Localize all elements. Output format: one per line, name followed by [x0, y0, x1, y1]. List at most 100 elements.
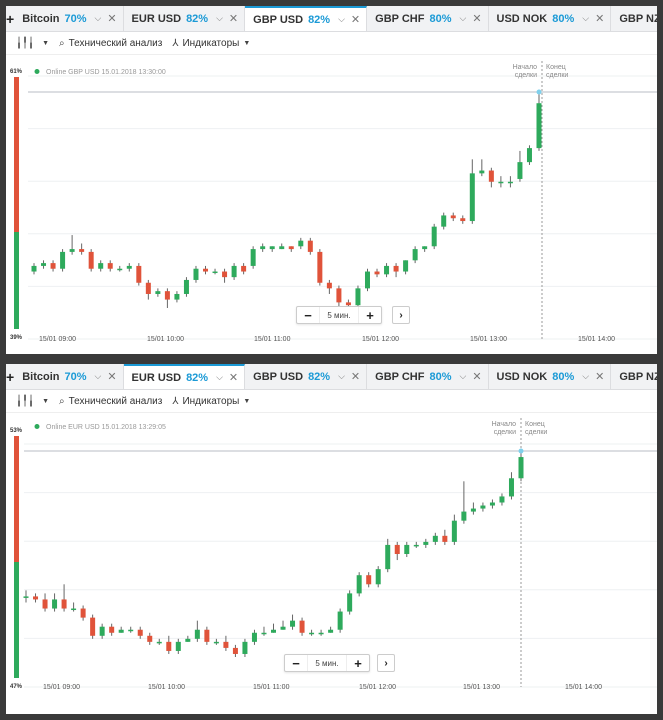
indicators-button[interactable]: ⅄ Индикаторы ▼	[172, 38, 250, 49]
candle	[279, 243, 285, 250]
candle	[164, 288, 170, 308]
candle	[147, 632, 153, 645]
scroll-right-button[interactable]: ›	[392, 306, 410, 324]
candle	[61, 584, 67, 612]
chart-panel-eurusd: + Bitcoin 70% ⌵ ✕ EUR USD 82% ⌵ ✕ GBP USD 82% ⌵ ✕ GB…	[6, 364, 657, 714]
technical-analysis-label: Технический анализ	[68, 38, 163, 49]
close-icon[interactable]: ✕	[350, 14, 361, 26]
chevron-down-icon[interactable]: ⌵	[216, 13, 223, 23]
candle	[375, 566, 381, 588]
candle	[50, 260, 56, 272]
close-icon[interactable]: ✕	[228, 13, 239, 25]
indicators-button[interactable]: ⅄ Индикаторы ▼	[172, 396, 250, 407]
candle	[507, 176, 513, 188]
asset-tab-payout: 80%	[429, 12, 452, 25]
technical-analysis-button[interactable]: ⌕ Технический анализ	[59, 396, 162, 407]
candle	[413, 541, 419, 548]
deal-end-label: Конец сделки	[525, 421, 547, 436]
chart-panel-gbpusd: + Bitcoin 70% ⌵ ✕ EUR USD 82% ⌵ ✕ GBP USD 82% ⌵ ✕ GB…	[6, 6, 657, 354]
candle	[212, 268, 218, 275]
candle	[231, 263, 237, 280]
chevron-down-icon[interactable]: ⌵	[338, 14, 345, 24]
asset-tab[interactable]: Bitcoin 70% ⌵ ✕	[14, 364, 124, 389]
candle	[23, 590, 29, 603]
caret-down-icon: ▼	[243, 40, 251, 47]
chevron-down-icon[interactable]: ⌵	[582, 13, 590, 23]
zoom-in-button[interactable]: +	[354, 655, 362, 671]
add-tab-button[interactable]: +	[6, 368, 15, 385]
close-icon[interactable]: ✕	[472, 371, 482, 383]
add-tab-button[interactable]: +	[6, 10, 15, 27]
asset-tab[interactable]: GBP CHF 80% ⌵ ✕	[367, 364, 489, 389]
candle	[366, 572, 372, 588]
zoom-in-button[interactable]: +	[366, 307, 374, 323]
close-icon[interactable]: ✕	[472, 13, 482, 25]
close-icon[interactable]: ✕	[228, 372, 239, 384]
zoom-out-button[interactable]: −	[292, 655, 300, 671]
close-icon[interactable]: ✕	[595, 13, 605, 25]
zoom-out-button[interactable]: −	[304, 307, 312, 323]
candle	[174, 291, 180, 303]
candle	[136, 263, 142, 286]
candle	[250, 246, 256, 269]
asset-tab[interactable]: USD NOK 80% ⌵ ✕	[489, 6, 612, 31]
price-chart[interactable]: 61% 39% Online GBP USD 15.01.2018 13:30:00…	[6, 56, 657, 354]
close-icon[interactable]: ✕	[107, 371, 117, 383]
candle	[480, 502, 486, 512]
chevron-down-icon[interactable]: ⌵	[338, 371, 345, 381]
asset-tab[interactable]: USD NOK 80% ⌵ ✕	[489, 364, 612, 389]
x-tick-label: 15/01 12:00	[362, 336, 399, 343]
chevron-down-icon[interactable]: ⌵	[459, 371, 467, 381]
indicator-icon: ⅄	[172, 396, 179, 407]
candle	[41, 260, 47, 269]
online-status-label: Online EUR USD 15.01.2018 13:29:05	[46, 424, 166, 431]
chevron-down-icon[interactable]: ⌵	[94, 13, 102, 23]
asset-tab[interactable]: GBP CHF 80% ⌵ ✕	[367, 6, 489, 31]
chart-type-button[interactable]: ╽╿╽ ▼	[16, 38, 49, 49]
candle	[317, 249, 323, 286]
close-icon[interactable]: ✕	[595, 371, 605, 383]
asset-tab[interactable]: GBP NZD60⌵✕	[611, 6, 657, 31]
scroll-right-button[interactable]: ›	[377, 654, 395, 672]
x-tick-label: 15/01 10:00	[147, 336, 184, 343]
chevron-down-icon[interactable]: ⌵	[216, 372, 223, 382]
candle	[470, 502, 476, 515]
asset-tab-name: GBP NZD	[619, 370, 657, 383]
asset-tab[interactable]: Bitcoin 70% ⌵ ✕	[14, 6, 124, 31]
chart-toolbar: ╽╿╽ ▼ ⌕ Технический анализ ⅄ Индикаторы …	[6, 33, 657, 55]
candle	[442, 529, 448, 545]
chevron-down-icon[interactable]: ⌵	[582, 371, 590, 381]
magnifier-chart-icon: ⌕	[59, 396, 65, 407]
candle	[404, 541, 410, 558]
x-tick-label: 15/01 13:00	[463, 684, 500, 691]
price-chart[interactable]: 53% 47% Online EUR USD 15.01.2018 13:29:05…	[6, 414, 657, 714]
candle	[460, 215, 466, 224]
asset-tab[interactable]: EUR USD 82% ⌵ ✕	[124, 6, 246, 31]
close-icon[interactable]: ✕	[107, 13, 117, 25]
asset-tab[interactable]: GBP USD 82% ⌵ ✕	[245, 6, 368, 31]
close-icon[interactable]: ✕	[350, 371, 361, 383]
candle	[194, 620, 200, 642]
indicators-label: Индикаторы	[182, 396, 240, 407]
candle	[536, 92, 542, 151]
technical-analysis-button[interactable]: ⌕ Технический анализ	[59, 38, 162, 49]
chevron-down-icon[interactable]: ⌵	[459, 13, 467, 23]
asset-tab[interactable]: EUR USD 82% ⌵ ✕	[123, 364, 246, 389]
candle	[99, 623, 105, 639]
payout-bar-up	[14, 232, 19, 329]
online-status-label: Online GBP USD 15.01.2018 13:30:00	[46, 69, 166, 76]
chart-type-button[interactable]: ╽╿╽ ▼	[16, 396, 49, 407]
candle	[326, 279, 332, 294]
candle	[117, 265, 123, 272]
deal-start-label: Начало сделки	[513, 64, 537, 79]
candle	[33, 593, 39, 603]
candle	[222, 268, 228, 283]
zoom-control: − 5 мин. +	[284, 654, 370, 672]
candle	[242, 638, 248, 657]
asset-tab-payout: 80%	[552, 12, 575, 25]
candle	[241, 263, 247, 275]
candle	[60, 249, 66, 272]
chevron-down-icon[interactable]: ⌵	[94, 371, 102, 381]
asset-tab[interactable]: GBP USD 82% ⌵ ✕	[245, 364, 368, 389]
asset-tab[interactable]: GBP NZD60%⌵✕	[611, 364, 657, 389]
